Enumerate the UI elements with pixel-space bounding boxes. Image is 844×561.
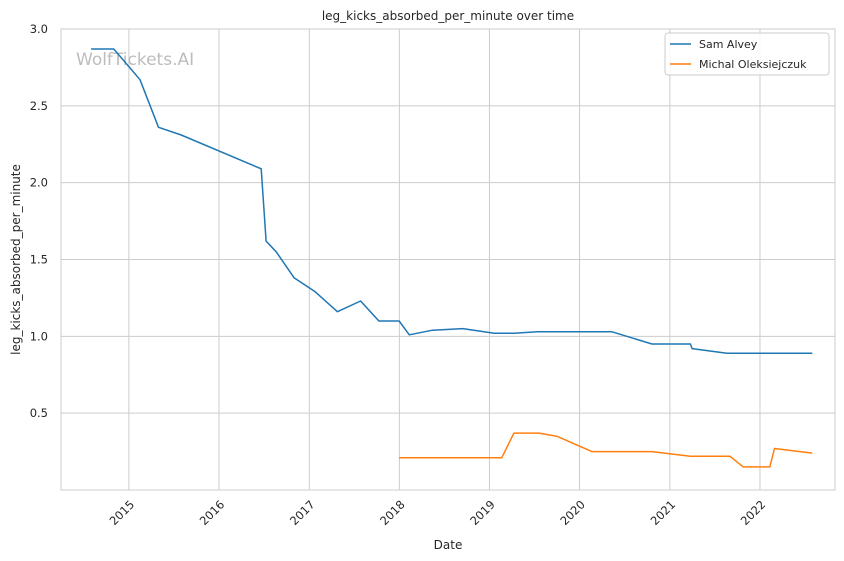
legend: Sam Alvey Michal Oleksiejczuk — [664, 32, 830, 76]
series-layer — [91, 48, 813, 468]
watermark: WolfTickets.AI — [76, 50, 194, 70]
x-axis-title: Date — [434, 538, 463, 552]
series-line-0 — [91, 48, 813, 354]
y-tick-label: 2.5 — [30, 99, 48, 113]
series-line-1 — [399, 432, 813, 468]
y-tick-label: 3.0 — [30, 22, 48, 36]
legend-label: Sam Alvey — [699, 38, 758, 51]
legend-label: Michal Oleksiejczuk — [699, 58, 807, 71]
y-axis-title: leg_kicks_absorbed_per_minute — [9, 164, 23, 355]
y-tick-labels: 0.5 1.0 1.5 2.0 2.5 3.0 — [30, 22, 48, 420]
plot-frame — [60, 28, 836, 491]
legend-box — [664, 32, 830, 76]
chart-title: leg_kicks_absorbed_per_minute over time — [322, 9, 574, 23]
y-tick-label: 2.0 — [30, 176, 48, 190]
y-tick-label: 1.5 — [30, 253, 48, 267]
y-tick-label: 1.0 — [30, 329, 48, 343]
y-tick-label: 0.5 — [30, 406, 48, 420]
